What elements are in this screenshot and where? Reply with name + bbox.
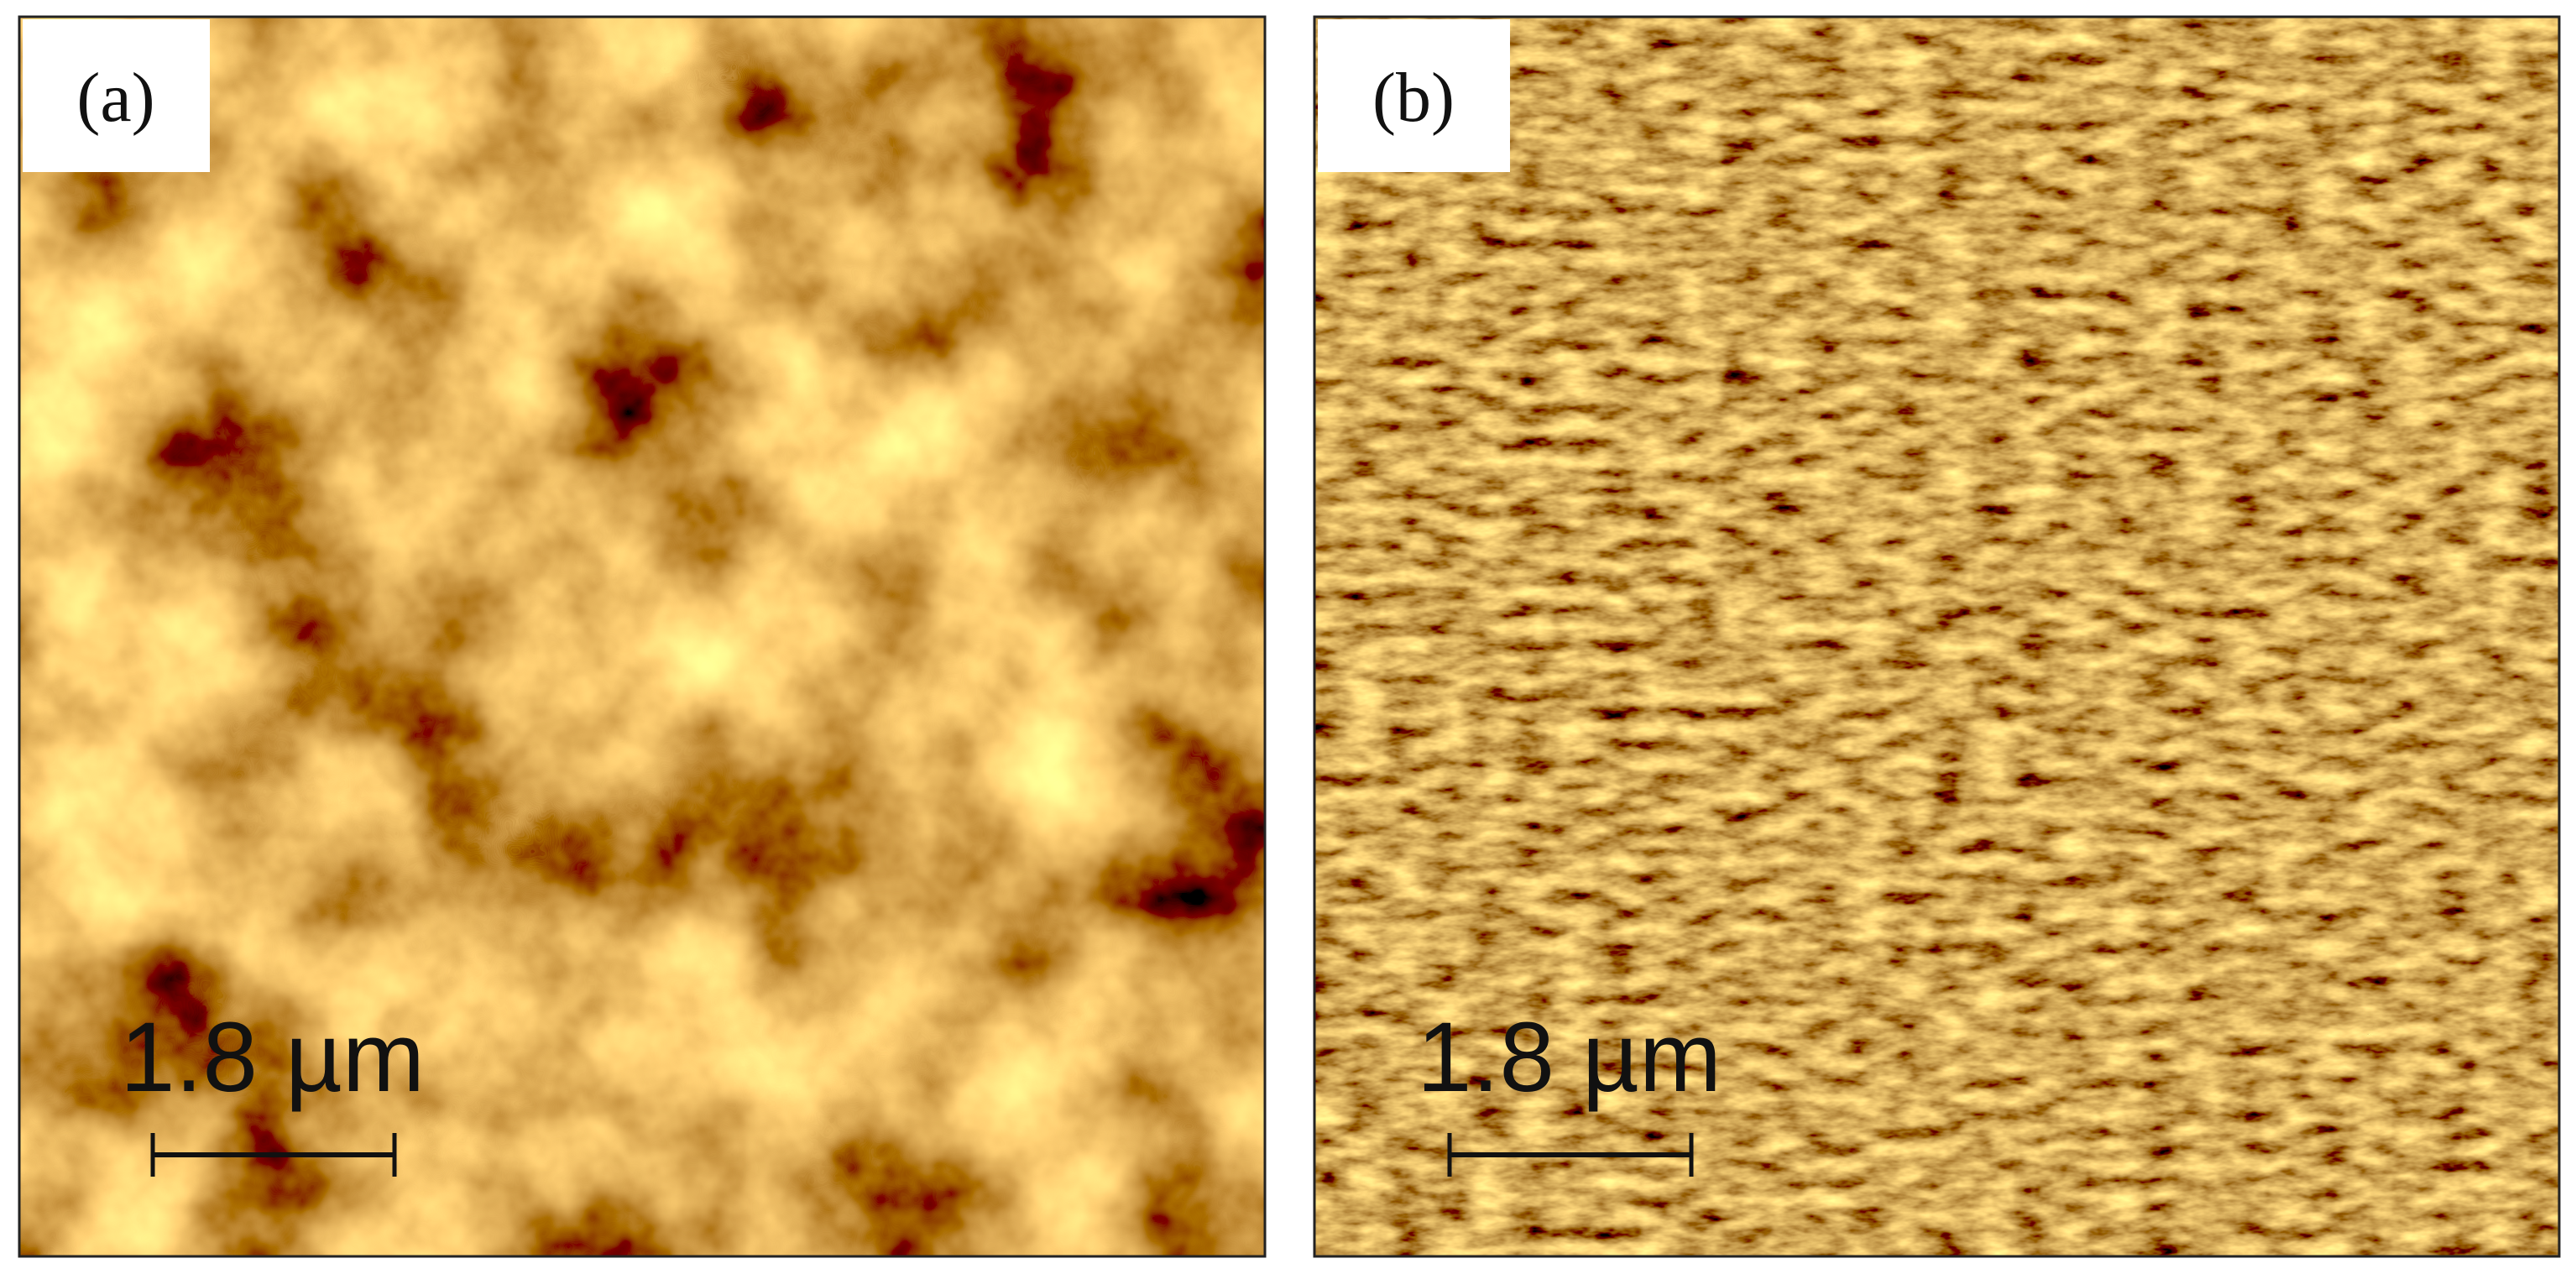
- afm-image: [19, 17, 1265, 1256]
- panel-label: (b): [1372, 59, 1455, 137]
- panel-a: (a) 1.8 µm: [18, 15, 1267, 1258]
- panel-border: [18, 15, 1267, 1258]
- scale-bar-label: 1.8 µm: [1417, 1002, 1722, 1113]
- scale-bar-label: 1.8 µm: [120, 1002, 425, 1113]
- label-box: [23, 19, 210, 172]
- afm-image: [1314, 17, 2559, 1256]
- panel-border: [1313, 15, 2561, 1258]
- panel-b: (b) 1.8 µm: [1313, 15, 2561, 1258]
- panel-label: (a): [76, 59, 154, 137]
- label-box: [1318, 19, 1510, 172]
